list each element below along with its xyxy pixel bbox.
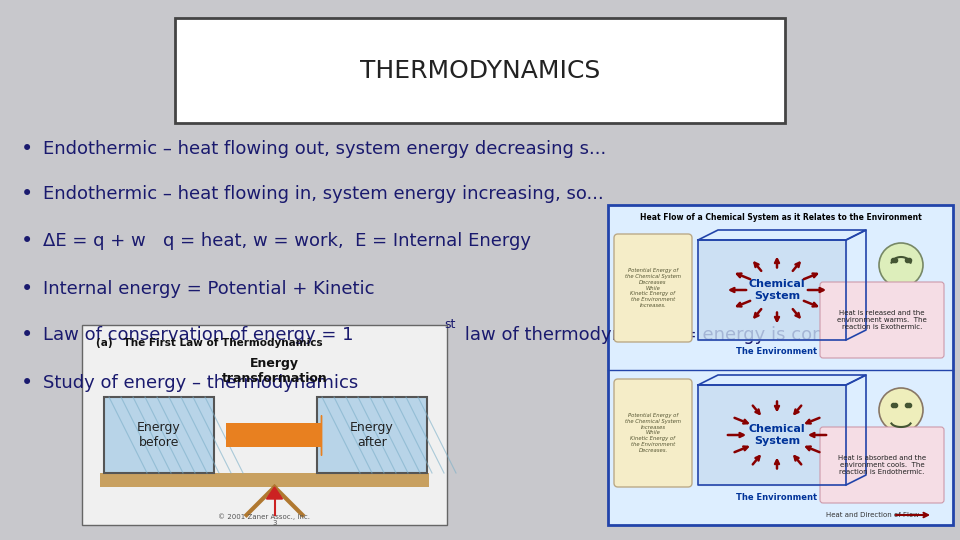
FancyBboxPatch shape: [226, 423, 321, 447]
Text: THERMODYNAMICS: THERMODYNAMICS: [360, 58, 600, 83]
FancyBboxPatch shape: [317, 397, 427, 473]
FancyBboxPatch shape: [820, 427, 944, 503]
Text: •: •: [21, 184, 34, 205]
FancyBboxPatch shape: [614, 234, 692, 342]
FancyBboxPatch shape: [82, 325, 447, 525]
Text: Energy
before: Energy before: [137, 421, 180, 449]
Text: The Environment: The Environment: [736, 348, 818, 356]
FancyBboxPatch shape: [104, 397, 214, 473]
Text: law of thermodynamics = energy is constant: law of thermodynamics = energy is consta…: [459, 326, 869, 344]
FancyBboxPatch shape: [100, 473, 429, 487]
Text: •: •: [21, 231, 34, 252]
Text: st: st: [444, 318, 455, 332]
FancyBboxPatch shape: [614, 379, 692, 487]
Text: Potential Energy of
the Chemical System
Increases
While
Kinetic Energy of
the En: Potential Energy of the Chemical System …: [625, 413, 681, 453]
Text: Heat is released and the
environment warms.  The
reaction is Exothermic.: Heat is released and the environment war…: [837, 310, 926, 330]
Text: (a)   The First Law of Thermodynamics: (a) The First Law of Thermodynamics: [96, 338, 323, 348]
Text: Internal energy = Potential + Kinetic: Internal energy = Potential + Kinetic: [43, 280, 374, 298]
Text: ΔE = q + w   q = heat, w = work,  E = Internal Energy: ΔE = q + w q = heat, w = work, E = Inter…: [43, 232, 531, 251]
FancyBboxPatch shape: [608, 205, 953, 525]
Text: •: •: [21, 279, 34, 299]
Circle shape: [879, 388, 923, 432]
Text: transformation: transformation: [222, 373, 327, 386]
Text: •: •: [21, 138, 34, 159]
Text: Potential Energy of
the Chemical System
Decreases
While
Kinetic Energy of
the En: Potential Energy of the Chemical System …: [625, 268, 681, 308]
Text: Heat and Direction of Flow: Heat and Direction of Flow: [827, 512, 920, 518]
Text: The Environment: The Environment: [736, 492, 818, 502]
Text: © 2001 Zaner Assoc., Inc.: © 2001 Zaner Assoc., Inc.: [219, 514, 310, 520]
Text: Endothermic – heat flowing out, system energy decreasing s...: Endothermic – heat flowing out, system e…: [43, 139, 607, 158]
Text: Heat is absorbed and the
environment cools.  The
reaction is Endothermic.: Heat is absorbed and the environment coo…: [838, 455, 926, 475]
FancyBboxPatch shape: [175, 18, 785, 123]
Text: Heat Flow of a Chemical System as it Relates to the Environment: Heat Flow of a Chemical System as it Rel…: [639, 213, 922, 222]
Text: •: •: [21, 373, 34, 394]
Text: Energy
after: Energy after: [350, 421, 394, 449]
Text: Energy: Energy: [250, 356, 299, 369]
Text: Study of energy – thermodynamics: Study of energy – thermodynamics: [43, 374, 358, 393]
Text: Law of conservation of energy = 1: Law of conservation of energy = 1: [43, 326, 353, 344]
Polygon shape: [267, 487, 282, 499]
Text: Chemical
System: Chemical System: [749, 279, 805, 301]
Polygon shape: [698, 385, 846, 485]
FancyBboxPatch shape: [820, 282, 944, 358]
Text: Endothermic – heat flowing in, system energy increasing, so...: Endothermic – heat flowing in, system en…: [43, 185, 604, 204]
Text: 3: 3: [273, 520, 276, 526]
Text: •: •: [21, 325, 34, 345]
Polygon shape: [698, 240, 846, 340]
Circle shape: [879, 243, 923, 287]
Text: Chemical
System: Chemical System: [749, 424, 805, 446]
